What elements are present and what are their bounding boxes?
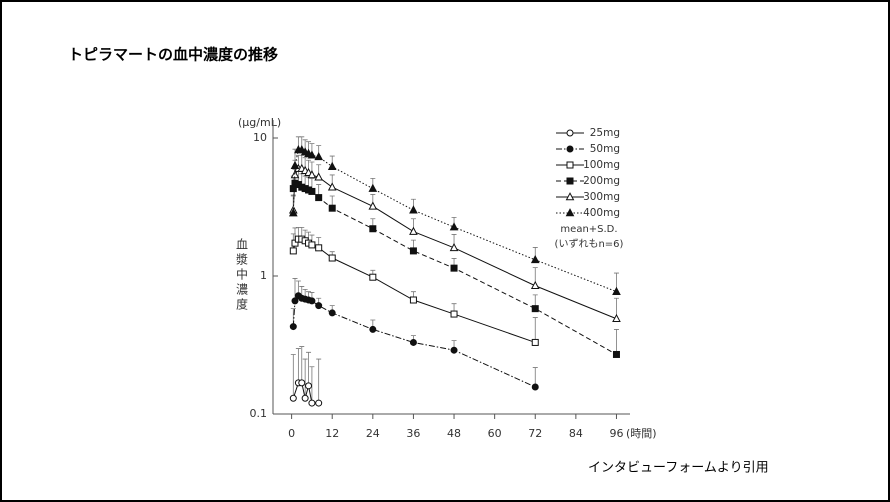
marker xyxy=(314,151,324,161)
marker xyxy=(530,280,540,290)
y-axis-label: 血漿中濃度 xyxy=(235,238,249,313)
marker xyxy=(308,187,316,195)
marker xyxy=(531,383,539,391)
marker xyxy=(450,310,458,318)
marker xyxy=(328,254,336,262)
marker xyxy=(314,172,324,181)
marker xyxy=(566,145,574,153)
marker xyxy=(315,399,323,407)
marker xyxy=(612,313,621,323)
error-bar xyxy=(613,329,619,355)
marker xyxy=(565,208,575,217)
marker xyxy=(308,399,316,407)
source: インタビューフォームより引用 xyxy=(588,461,769,476)
legend-label: 25mg xyxy=(590,127,620,139)
marker xyxy=(315,244,323,252)
error-bar xyxy=(290,354,296,399)
marker xyxy=(288,208,298,217)
y-tick-label: 10 xyxy=(253,131,267,144)
marker xyxy=(308,297,316,305)
y-tick-label: 1 xyxy=(260,269,267,282)
marker xyxy=(450,264,458,272)
x-tick-label: 0 xyxy=(288,427,295,440)
marker xyxy=(291,297,299,305)
x-tick-label: 12 xyxy=(325,427,339,440)
legend-label: 200mg xyxy=(583,175,620,187)
marker xyxy=(307,150,317,159)
x-tick-label: 24 xyxy=(366,427,380,440)
chart-title: トピラマートの血中濃度の推移 xyxy=(68,46,278,64)
marker xyxy=(315,302,323,310)
error-bar xyxy=(299,346,305,383)
x-tick-label: 72 xyxy=(528,427,542,440)
marker xyxy=(305,382,313,390)
marker xyxy=(566,161,574,169)
marker xyxy=(566,129,574,137)
marker xyxy=(368,183,378,192)
x-tick-label: 60 xyxy=(488,427,502,440)
error-bar xyxy=(292,278,298,301)
marker xyxy=(289,394,297,402)
marker xyxy=(301,394,309,402)
marker xyxy=(308,241,316,249)
marker xyxy=(307,170,317,179)
marker xyxy=(612,286,621,295)
marker xyxy=(409,296,417,304)
error-bar xyxy=(295,348,301,383)
marker xyxy=(298,379,306,387)
marker xyxy=(328,309,336,317)
y-unit-label: (μg/mL) xyxy=(238,116,281,129)
note: (いずれもn=6) xyxy=(555,238,624,250)
marker xyxy=(612,350,620,358)
marker xyxy=(368,201,378,210)
marker xyxy=(369,273,377,281)
marker xyxy=(409,247,417,255)
legend-label: 300mg xyxy=(583,191,620,203)
error-bar xyxy=(306,351,312,386)
marker xyxy=(531,305,539,313)
marker xyxy=(409,226,418,235)
legend-label: 50mg xyxy=(590,143,620,155)
marker xyxy=(449,222,459,231)
x-axis-label: (時間) xyxy=(626,427,657,440)
note: mean+S.D. xyxy=(560,224,617,235)
error-bar xyxy=(316,358,322,404)
x-tick-label: 36 xyxy=(406,427,420,440)
x-tick-label: 84 xyxy=(569,427,583,440)
legend-label: 400mg xyxy=(583,207,620,219)
x-tick-label: 48 xyxy=(447,427,461,440)
marker xyxy=(369,225,377,233)
x-tick-label: 96 xyxy=(609,427,623,440)
y-tick-label: 0.1 xyxy=(250,407,268,420)
error-bar xyxy=(302,358,308,399)
marker xyxy=(409,205,418,214)
error-bar xyxy=(532,317,538,343)
marker xyxy=(449,242,459,252)
marker xyxy=(369,325,377,333)
marker xyxy=(450,346,458,354)
marker xyxy=(290,160,300,169)
marker xyxy=(531,338,539,346)
marker xyxy=(328,204,336,212)
legend-label: 100mg xyxy=(583,159,620,171)
error-bar xyxy=(309,366,315,404)
marker xyxy=(289,323,297,331)
marker xyxy=(289,247,297,255)
marker xyxy=(327,182,337,191)
marker xyxy=(566,177,574,185)
marker xyxy=(409,338,417,346)
marker xyxy=(565,192,575,201)
marker xyxy=(327,161,337,170)
marker xyxy=(530,254,540,264)
marker xyxy=(315,194,323,202)
